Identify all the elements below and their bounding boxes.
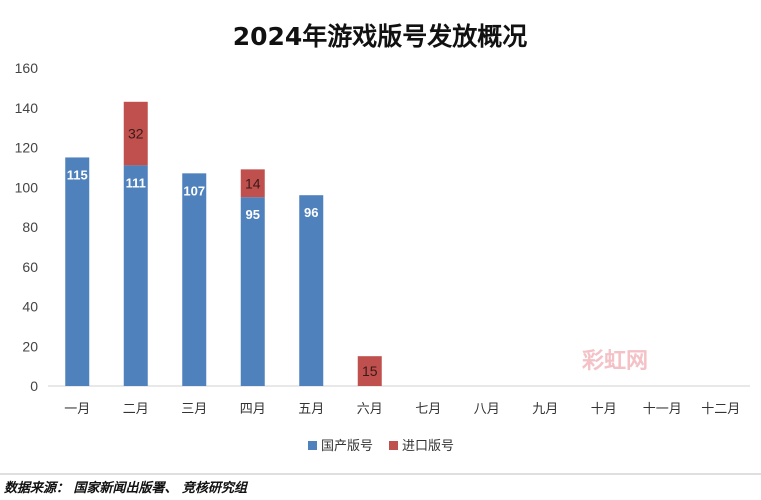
chart-title: 2024年游戏版号发放概况 — [233, 22, 528, 51]
y-tick-label: 140 — [15, 100, 39, 116]
data-label: 96 — [304, 205, 318, 220]
legend-swatch-imported — [389, 441, 398, 450]
source-note: 数据来源： 国家新闻出版署、 竞核研究组 — [4, 480, 249, 496]
bar-imported — [123, 101, 148, 166]
x-tick-label: 九月 — [532, 402, 558, 417]
data-label: 32 — [128, 126, 144, 142]
x-tick-label: 四月 — [240, 402, 266, 417]
y-axis: 0 20 40 60 80 100 120 140 160 — [15, 60, 39, 394]
data-label: 107 — [183, 183, 205, 198]
data-label: 115 — [67, 167, 88, 182]
x-tick-label: 一月 — [64, 402, 90, 417]
bar-domestic — [123, 165, 148, 386]
y-tick-label: 60 — [22, 259, 38, 275]
x-tick-label: 六月 — [357, 402, 383, 417]
data-label: 15 — [362, 363, 378, 379]
x-tick-label: 十二月 — [701, 402, 740, 417]
x-tick-label: 三月 — [181, 402, 207, 417]
data-label: 14 — [245, 175, 261, 191]
x-tick-label: 五月 — [298, 402, 324, 417]
bar-domestic — [299, 195, 324, 386]
legend-label-imported: 进口版号 — [402, 439, 454, 454]
bar-imported — [357, 356, 382, 386]
bar-imported — [240, 169, 265, 198]
y-tick-label: 80 — [22, 219, 38, 235]
y-tick-label: 0 — [30, 378, 38, 394]
x-tick-label: 七月 — [415, 402, 441, 417]
x-tick-label: 十月 — [591, 402, 617, 417]
legend: 国产版号 进口版号 — [308, 439, 454, 454]
bar-domestic — [182, 173, 207, 386]
data-label: 111 — [126, 175, 146, 190]
bars-group — [65, 101, 382, 386]
y-tick-label: 120 — [15, 140, 39, 156]
y-tick-label: 100 — [15, 179, 39, 195]
x-tick-label: 八月 — [474, 402, 500, 417]
data-labels-group: 115 111 32 107 95 14 96 15 — [67, 126, 378, 380]
y-tick-label: 160 — [15, 60, 39, 76]
bar-domestic — [65, 157, 90, 386]
x-axis: 一月 二月 三月 四月 五月 六月 七月 八月 九月 十月 十一月 十二月 — [64, 402, 740, 417]
legend-label-domestic: 国产版号 — [321, 439, 373, 454]
x-tick-label: 十一月 — [643, 402, 682, 417]
bar-domestic — [240, 197, 265, 386]
y-tick-label: 40 — [22, 299, 38, 315]
x-tick-label: 二月 — [123, 402, 149, 417]
watermark-text: 彩虹网 — [581, 349, 648, 374]
data-label: 95 — [246, 207, 260, 222]
y-tick-label: 20 — [22, 338, 38, 354]
legend-swatch-domestic — [308, 441, 317, 450]
